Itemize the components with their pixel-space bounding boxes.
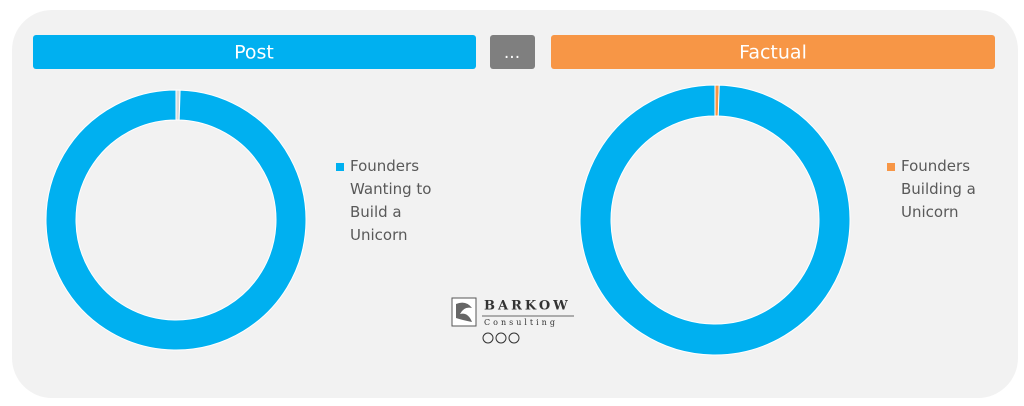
header-middle-label: ... <box>504 43 520 63</box>
header-right <box>551 35 995 69</box>
header-left-label: Post <box>234 42 274 64</box>
logo-sub: Consulting <box>484 318 558 327</box>
logo-mark <box>456 302 472 322</box>
logo-name: BARKOW <box>484 299 571 314</box>
legend-entry: Founders Building a Unicorn <box>887 155 1001 224</box>
legend-label: Founders Building a Unicorn <box>901 157 976 221</box>
header-middle[interactable] <box>490 35 535 69</box>
donut-slice <box>45 89 307 351</box>
donut-slice <box>579 84 851 356</box>
legend-swatch <box>336 163 344 171</box>
legend-label: Founders Wanting to Build a Unicorn <box>350 157 432 244</box>
legend-entry: Founders Wanting to Build a Unicorn <box>336 155 450 247</box>
legend-swatch <box>887 163 895 171</box>
logo-icon <box>451 297 477 327</box>
license-icons <box>482 332 520 344</box>
header-right-label: Factual <box>739 42 807 64</box>
header-left <box>33 35 476 69</box>
